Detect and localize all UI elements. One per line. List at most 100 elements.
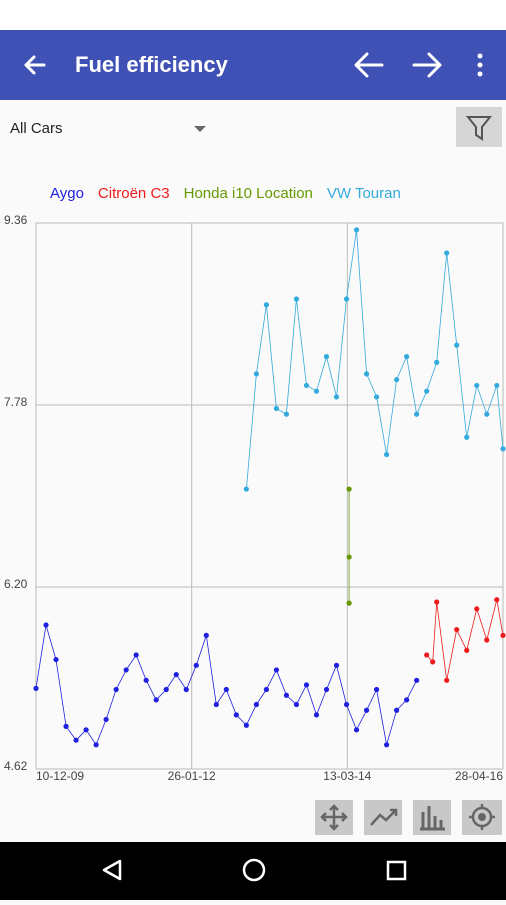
data-point	[133, 652, 139, 658]
next-button[interactable]	[412, 52, 442, 78]
nav-back[interactable]	[102, 859, 122, 881]
data-point	[474, 606, 480, 612]
data-point	[494, 382, 500, 389]
data-point	[303, 382, 310, 389]
data-point	[193, 662, 199, 668]
data-point	[293, 701, 300, 708]
data-point	[93, 742, 99, 748]
data-point	[103, 716, 109, 723]
data-point	[83, 727, 89, 733]
data-point	[404, 697, 410, 703]
previous-button[interactable]	[354, 52, 384, 78]
data-point	[113, 686, 119, 693]
data-point	[434, 599, 440, 605]
x-tick-label: 28-04-16	[455, 769, 503, 783]
data-point	[143, 677, 149, 683]
app-title: Fuel efficiency	[75, 52, 229, 77]
filter-button[interactable]	[456, 107, 502, 147]
data-point	[273, 667, 280, 673]
data-point	[283, 411, 290, 417]
legend-entry: Citroën C3	[98, 185, 170, 202]
x-tick-label: 10-12-09	[36, 769, 84, 783]
data-point	[233, 712, 239, 718]
nav-recents[interactable]	[386, 860, 407, 881]
legend-entry: VW Touran	[327, 185, 401, 202]
data-point	[444, 677, 450, 683]
data-point	[273, 405, 280, 412]
series-line	[426, 599, 504, 681]
data-point	[373, 686, 380, 693]
data-point	[183, 686, 189, 693]
data-point	[363, 371, 370, 377]
data-point	[464, 434, 470, 440]
data-point	[263, 302, 269, 308]
data-point	[203, 632, 209, 638]
data-point	[333, 394, 340, 400]
chart-tools	[315, 800, 502, 835]
filter-icon	[465, 116, 493, 141]
nav-home[interactable]	[242, 858, 266, 882]
data-point	[293, 296, 300, 302]
data-point	[73, 737, 79, 743]
data-point	[323, 686, 330, 693]
data-point	[253, 371, 259, 377]
data-point	[283, 692, 290, 698]
data-point	[394, 707, 400, 713]
data-point	[346, 486, 352, 492]
data-point	[500, 446, 506, 452]
data-point	[484, 637, 490, 643]
x-tick-label: 13-03-14	[323, 769, 371, 783]
data-point	[494, 597, 500, 603]
data-point	[454, 342, 460, 348]
data-point	[53, 656, 59, 663]
data-point	[414, 411, 420, 417]
data-point	[303, 682, 310, 688]
data-point	[123, 667, 129, 673]
plot-area	[35, 222, 504, 770]
dropdown-arrow[interactable]	[194, 126, 206, 132]
data-point	[43, 622, 49, 628]
data-point	[153, 697, 159, 703]
data-point	[223, 686, 229, 693]
data-point	[394, 377, 400, 383]
data-point	[474, 382, 480, 389]
data-point	[346, 554, 352, 560]
data-point	[464, 647, 470, 653]
data-point	[313, 388, 320, 394]
data-point	[444, 250, 450, 256]
menu-button[interactable]	[477, 53, 483, 77]
chart: 4.62 6.20 7.78 9.36 10-12-09 26-01-12 13-03-14…	[4, 185, 506, 783]
y-tick-label: 7.78	[4, 395, 28, 409]
data-point	[414, 677, 420, 683]
data-point	[213, 701, 219, 708]
legend-entry: Aygo	[50, 185, 84, 202]
data-point	[384, 742, 390, 748]
data-point	[163, 686, 169, 693]
data-point	[343, 296, 350, 302]
data-point	[373, 394, 380, 400]
data-point	[323, 354, 330, 360]
data-point	[500, 632, 506, 638]
data-point	[424, 388, 430, 394]
back-button[interactable]	[24, 55, 46, 75]
data-point	[424, 652, 430, 658]
data-point	[484, 411, 490, 417]
data-point	[243, 722, 249, 728]
car-dropdown[interactable]: All Cars	[10, 120, 63, 137]
data-point	[63, 723, 69, 729]
data-point	[263, 686, 269, 693]
data-point	[343, 701, 350, 708]
data-point	[353, 227, 360, 233]
data-point	[363, 707, 370, 713]
y-tick-label: 4.62	[4, 759, 28, 773]
data-point	[173, 671, 179, 678]
data-point	[434, 359, 440, 365]
data-point	[346, 600, 352, 606]
y-tick-label: 6.20	[4, 577, 28, 591]
data-point	[454, 627, 460, 633]
data-point	[253, 701, 259, 708]
data-point	[333, 662, 340, 668]
data-point	[353, 727, 360, 733]
